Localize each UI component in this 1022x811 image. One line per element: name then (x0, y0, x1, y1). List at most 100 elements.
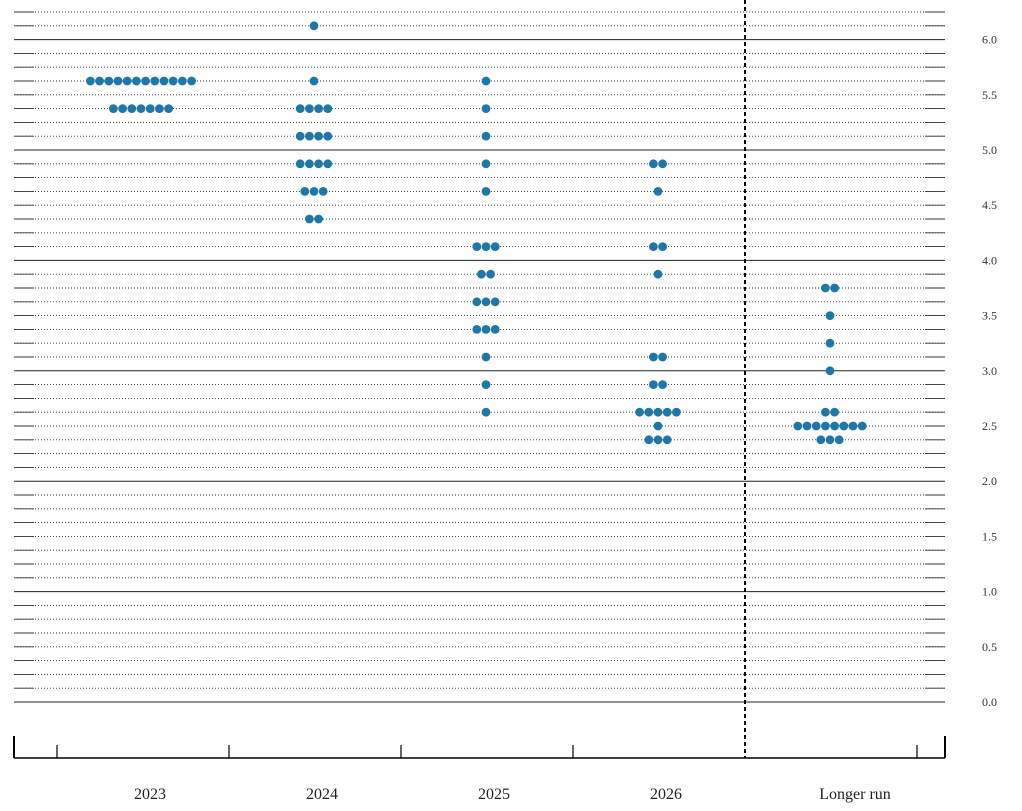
participant-dot (658, 242, 667, 252)
participant-dot (848, 421, 858, 431)
participant-dot (141, 76, 151, 86)
participant-dot (481, 76, 491, 86)
participant-dot (305, 159, 314, 169)
participant-dot (816, 435, 826, 445)
participant-dot (323, 159, 333, 169)
participant-dot (86, 76, 95, 86)
participant-dot (834, 435, 844, 445)
participant-dots (86, 21, 867, 445)
y-tick-label: 1.0 (982, 585, 997, 599)
x-tick-label-2025: 2025 (478, 786, 510, 803)
participant-dot (830, 283, 839, 293)
participant-dot (830, 407, 839, 417)
participant-dot (653, 269, 663, 279)
y-tick-label: 2.5 (982, 419, 997, 433)
participant-dot (658, 159, 667, 169)
participant-dot (821, 421, 830, 431)
participant-dot (802, 421, 812, 431)
participant-dot (127, 104, 137, 113)
participant-dot (811, 421, 821, 431)
participant-dot (481, 104, 491, 113)
x-tick-label-longer-run: Longer run (819, 786, 891, 803)
participant-dot (109, 104, 118, 113)
participant-dot (305, 104, 314, 113)
participant-dot (95, 76, 104, 86)
participant-dot (481, 380, 491, 389)
y-tick-label: 2.0 (982, 474, 997, 488)
participant-dot (649, 352, 658, 362)
y-tick-label: 4.5 (982, 198, 997, 212)
participant-dot (857, 421, 867, 431)
x-tick-label-2023: 2023 (134, 786, 166, 803)
x-tick-label-2026: 2026 (650, 786, 682, 803)
participant-dot (150, 76, 160, 86)
participant-dot (653, 407, 663, 417)
participant-dot (155, 104, 164, 113)
participant-dot (658, 380, 667, 389)
participant-dot (305, 214, 314, 224)
participant-dot (187, 76, 197, 86)
participant-dot (314, 159, 323, 169)
participant-dot (295, 159, 305, 169)
participant-dot (136, 104, 146, 113)
participant-dot (825, 311, 835, 320)
participant-dot (672, 407, 681, 417)
participant-dot (653, 421, 663, 431)
participant-dot (481, 131, 491, 141)
participant-dot (490, 242, 500, 252)
participant-dot (122, 76, 132, 86)
participant-dot (113, 76, 123, 86)
participant-dot (295, 131, 305, 141)
participant-dot (168, 76, 178, 86)
y-tick-label: 5.5 (982, 88, 997, 102)
participant-dot (490, 297, 500, 307)
participant-dot (145, 104, 155, 113)
participant-dot (104, 76, 114, 86)
participant-dot (305, 131, 314, 141)
y-tick-label: 4.0 (982, 253, 997, 267)
y-tick-label: 5.0 (982, 143, 997, 157)
participant-dot (653, 435, 663, 445)
participant-dot (472, 242, 482, 252)
y-tick-label: 3.0 (982, 364, 997, 378)
participant-dot (178, 76, 187, 86)
participant-dot (314, 131, 323, 141)
participant-dot (472, 297, 482, 307)
participant-dot (314, 214, 323, 224)
participant-dot (481, 187, 491, 196)
participant-dot (323, 104, 333, 113)
participant-dot (472, 325, 482, 334)
participant-dot (821, 283, 830, 293)
participant-dot (164, 104, 174, 113)
y-tick-label: 3.5 (982, 309, 997, 323)
participant-dot (481, 242, 491, 252)
participant-dot (481, 159, 491, 169)
participant-dot (159, 76, 169, 86)
participant-dot (481, 297, 491, 307)
participant-dot (644, 435, 654, 445)
participant-dot (830, 421, 839, 431)
participant-dot (295, 104, 305, 113)
participant-dot (118, 104, 127, 113)
participant-dot (644, 407, 654, 417)
participant-dot (649, 380, 658, 389)
participant-dot (793, 421, 803, 431)
y-tick-label: 6.0 (982, 33, 997, 47)
participant-dot (825, 366, 835, 376)
participant-dot (309, 187, 319, 196)
x-axis-category-labels: 2023 2024 2025 2026 Longer run (134, 786, 891, 803)
participant-dot (481, 352, 491, 362)
participant-dot (635, 407, 644, 417)
grid-lines (14, 11, 945, 703)
participant-dot (825, 435, 835, 445)
participant-dot (132, 76, 141, 86)
participant-dot (309, 76, 319, 86)
participant-dot (300, 187, 310, 196)
participant-dot (314, 104, 323, 113)
participant-dot (323, 131, 333, 141)
participant-dot (821, 407, 830, 417)
participant-dot (309, 21, 319, 31)
participant-dot (653, 187, 663, 196)
y-axis-tick-labels: 0.0 0.5 1.0 1.5 2.0 2.5 3.0 3.5 4.0 4.5 5.0 5.5 6.0 (982, 33, 997, 709)
